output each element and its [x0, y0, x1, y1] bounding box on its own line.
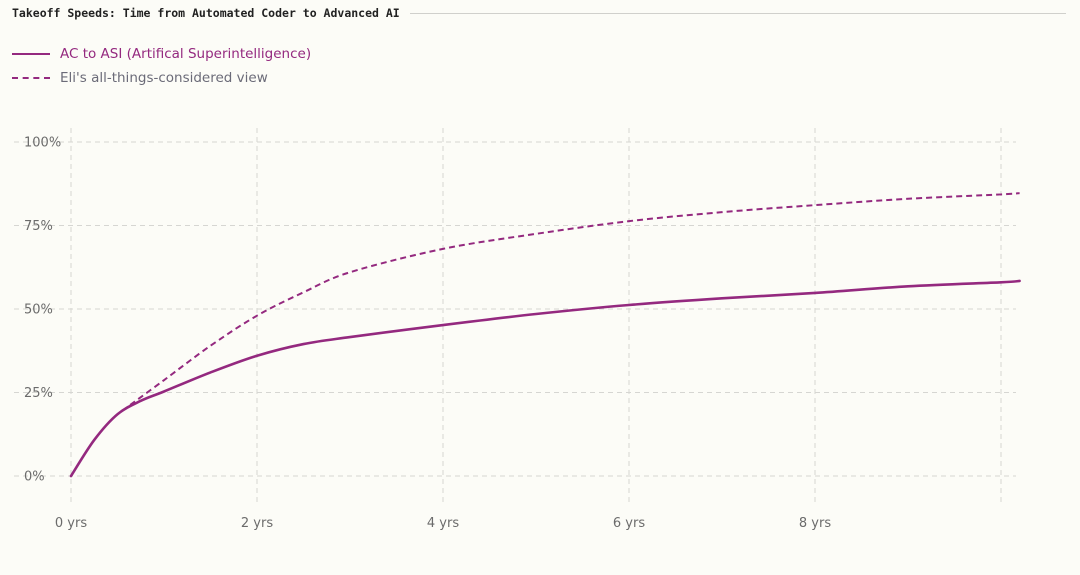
legend-swatch-dashed: [12, 77, 50, 79]
legend-label: AC to ASI (Artifical Superintelligence): [60, 46, 312, 62]
legend-item-dashed[interactable]: Eli's all-things-considered view: [12, 66, 311, 90]
x-tick-label: 6 yrs: [613, 516, 645, 531]
x-tick-label: 4 yrs: [427, 516, 459, 531]
chart-title: Takeoff Speeds: Time from Automated Code…: [12, 6, 400, 20]
chart-title-row: Takeoff Speeds: Time from Automated Code…: [12, 6, 1066, 20]
series-line-eli-view: [121, 192, 1020, 412]
legend-label: Eli's all-things-considered view: [60, 70, 268, 86]
legend-item-solid[interactable]: AC to ASI (Artifical Superintelligence): [12, 42, 311, 66]
legend: AC to ASI (Artifical Superintelligence) …: [12, 42, 311, 90]
title-divider: [409, 12, 1066, 14]
y-tick-label: 50%: [24, 303, 53, 318]
y-tick-label: 0%: [24, 470, 45, 485]
x-tick-label: 0 yrs: [55, 516, 87, 531]
x-tick-label: 8 yrs: [799, 516, 831, 531]
x-tick-label: 2 yrs: [241, 516, 273, 531]
y-tick-label: 75%: [24, 219, 53, 234]
legend-swatch-solid: [12, 53, 50, 55]
y-tick-label: 100%: [24, 136, 61, 151]
series-line-ac-to-asi: [69, 279, 1021, 478]
y-tick-label: 25%: [24, 386, 53, 401]
